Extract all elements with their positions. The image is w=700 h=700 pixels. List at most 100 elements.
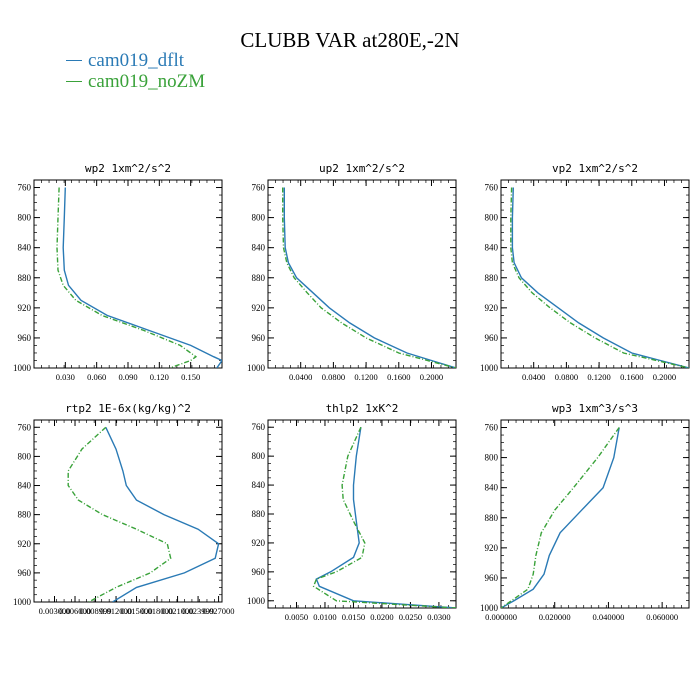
legend-label-noZM: cam019_noZM	[88, 71, 206, 92]
y-tick-label: 960	[485, 333, 499, 343]
x-tick-label: 0.0150	[342, 612, 365, 622]
y-tick-label: 920	[18, 539, 32, 549]
x-tick-label: 0.0800	[322, 372, 345, 382]
y-tick-label: 880	[485, 273, 499, 283]
y-tick-label: 760	[485, 183, 499, 193]
series-line-dflt	[62, 187, 222, 368]
y-tick-label: 880	[252, 509, 266, 519]
series-line-dflt	[501, 427, 620, 608]
y-tick-label: 1000	[480, 363, 499, 373]
y-tick-label: 840	[18, 243, 32, 253]
series-line-dflt	[105, 427, 220, 602]
y-tick-label: 1000	[13, 597, 32, 607]
x-tick-label: 0.0300	[427, 612, 450, 622]
series-line-noZM	[67, 426, 172, 602]
panel-frame	[267, 419, 457, 609]
y-tick-label: 880	[252, 273, 266, 283]
y-tick-label: 840	[252, 243, 266, 253]
panel-title: wp2 1xm^2/s^2	[85, 162, 171, 175]
x-tick-label: 0.2000	[653, 372, 676, 382]
y-tick-label: 840	[18, 481, 32, 491]
y-tick-label: 760	[18, 183, 32, 193]
x-tick-label: 0.090	[118, 372, 137, 382]
y-tick-label: 1000	[480, 603, 499, 613]
x-tick-label: 0.020000	[539, 612, 571, 622]
x-tick-label: 0.0800	[555, 372, 578, 382]
panel-frame	[33, 419, 223, 603]
panel-title: wp3 1xm^3/s^3	[552, 402, 638, 415]
series-line-noZM	[312, 426, 456, 608]
x-tick-label: 0.0200	[370, 612, 393, 622]
series-line-dflt	[511, 187, 689, 368]
y-tick-label: 800	[18, 213, 32, 223]
legend-label-dflt: cam019_dflt	[88, 50, 185, 71]
legend-item-noZM: cam019_noZM	[66, 71, 205, 92]
x-tick-label: 0.060	[87, 372, 106, 382]
x-tick-label: 0.015000	[121, 606, 153, 616]
panel-title: vp2 1xm^2/s^2	[552, 162, 638, 175]
y-tick-label: 880	[485, 513, 499, 523]
legend-item-dflt: cam019_dflt	[66, 50, 205, 71]
panel-frame	[500, 179, 690, 369]
x-tick-label: 0.023999	[182, 606, 214, 616]
y-tick-label: 880	[18, 510, 32, 520]
panel-title: up2 1xm^2/s^2	[319, 162, 405, 175]
x-tick-label: 0.006000	[59, 606, 91, 616]
x-tick-label: 0.027000	[203, 606, 235, 616]
y-tick-label: 1000	[13, 363, 32, 373]
x-tick-label: 0.1600	[620, 372, 643, 382]
y-tick-label: 1000	[247, 363, 266, 373]
x-tick-label: 0.0250	[399, 612, 422, 622]
series-line-dflt	[315, 427, 456, 608]
series-line-noZM	[56, 187, 198, 368]
y-tick-label: 960	[252, 567, 266, 577]
x-tick-label: 0.060000	[646, 612, 678, 622]
panel-frame	[500, 419, 690, 609]
figure-title: CLUBB VAR at280E,-2N	[240, 28, 460, 52]
x-tick-label: 0.021000	[162, 606, 194, 616]
y-tick-label: 840	[485, 483, 499, 493]
series-line-noZM	[510, 187, 689, 368]
x-tick-label: 0.008999	[80, 606, 112, 616]
x-tick-label: 0.2000	[420, 372, 443, 382]
y-tick-label: 760	[252, 183, 266, 193]
y-tick-label: 800	[18, 451, 32, 461]
legend-swatch-dflt	[66, 60, 82, 61]
y-tick-label: 960	[18, 568, 32, 578]
x-tick-label: 0.040000	[592, 612, 624, 622]
y-tick-label: 920	[18, 303, 32, 313]
x-tick-label: 0.012000	[100, 606, 132, 616]
x-tick-label: 0.150	[181, 372, 200, 382]
panel-frame	[267, 179, 457, 369]
x-tick-label: 0.1200	[354, 372, 377, 382]
y-tick-label: 840	[252, 480, 266, 490]
x-tick-label: 0.0400	[289, 372, 312, 382]
y-tick-label: 920	[485, 303, 499, 313]
series-line-noZM	[501, 427, 620, 608]
y-tick-label: 920	[485, 543, 499, 553]
x-tick-label: 0.000000	[485, 612, 517, 622]
y-tick-label: 800	[485, 453, 499, 463]
x-tick-label: 0.1600	[387, 372, 410, 382]
x-tick-label: 0.1200	[587, 372, 610, 382]
y-tick-label: 920	[252, 538, 266, 548]
panel-title: thlp2 1xK^2	[326, 402, 399, 415]
panel-title: rtp2 1E-6x(kg/kg)^2	[65, 402, 191, 415]
series-line-dflt	[283, 187, 456, 368]
x-tick-label: 0.0400	[522, 372, 545, 382]
x-tick-label: 0.0050	[285, 612, 308, 622]
y-tick-label: 960	[252, 333, 266, 343]
series-line-noZM	[282, 187, 456, 368]
y-tick-label: 760	[252, 422, 266, 432]
y-tick-label: 920	[252, 303, 266, 313]
legend-swatch-noZM	[66, 81, 82, 82]
x-tick-label: 0.030	[56, 372, 75, 382]
y-tick-label: 880	[18, 273, 32, 283]
y-tick-label: 760	[485, 423, 499, 433]
y-tick-label: 960	[18, 333, 32, 343]
x-tick-label: 0.018000	[141, 606, 173, 616]
y-tick-label: 1000	[247, 596, 266, 606]
x-tick-label: 0.0100	[313, 612, 336, 622]
y-tick-label: 760	[18, 422, 32, 432]
